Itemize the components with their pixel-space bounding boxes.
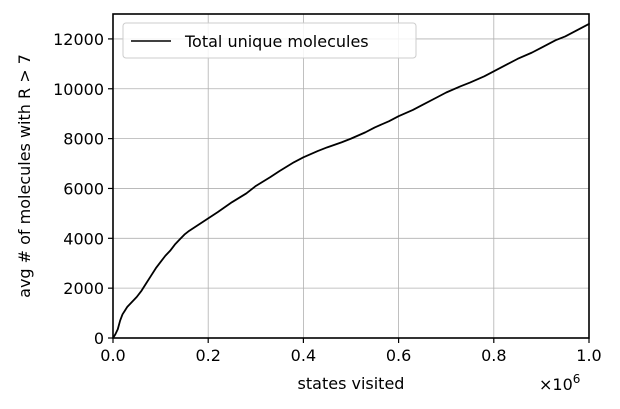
x-tick-label: 0.6 xyxy=(386,346,411,365)
series-layer xyxy=(112,23,590,339)
x-axis-multiplier: ×106 xyxy=(539,372,580,394)
x-axis-label: states visited xyxy=(298,374,405,393)
y-axis-label: avg # of molecules with R > 7 xyxy=(15,54,34,298)
plot-frame xyxy=(112,13,590,339)
x-tick-label: 1.0 xyxy=(576,346,601,365)
legend-box xyxy=(122,22,417,59)
legend: Total unique molecules xyxy=(122,22,417,59)
series-line-total-unique-molecules xyxy=(112,23,590,339)
x-tick-label: 0.0 xyxy=(100,346,125,365)
y-tick-label: 2000 xyxy=(63,279,104,298)
legend-label: Total unique molecules xyxy=(184,32,369,51)
y-tick-label: 12000 xyxy=(53,30,104,49)
y-tick-label: 8000 xyxy=(63,130,104,149)
x-tick-label: 0.2 xyxy=(195,346,220,365)
x-tick-label: 0.4 xyxy=(291,346,316,365)
grid xyxy=(112,14,590,339)
x-axis-multiplier-exponent: 6 xyxy=(573,372,581,386)
x-tick-label: 0.8 xyxy=(481,346,506,365)
y-tick-label: 10000 xyxy=(53,80,104,99)
ticks: 0.0 0.2 0.4 0.6 0.8 1.0 0 2000 4000 6000 8000 10000… xyxy=(53,30,602,365)
y-tick-label: 0 xyxy=(94,329,104,348)
y-tick-label: 6000 xyxy=(63,179,104,198)
y-tick-label: 4000 xyxy=(63,229,104,248)
